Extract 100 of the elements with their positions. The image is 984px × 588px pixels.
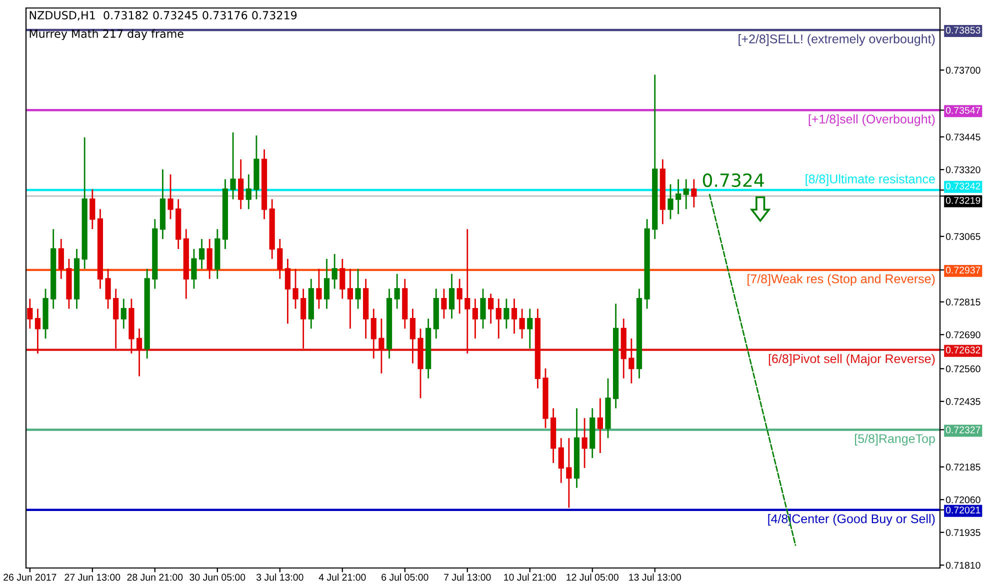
candlestick <box>105 268 111 310</box>
candlestick <box>332 253 338 290</box>
candlestick <box>284 258 291 324</box>
x-tick-label: 3 Jul 13:00 <box>256 574 304 581</box>
candlestick <box>324 258 330 310</box>
candlestick <box>597 398 603 454</box>
candlestick <box>128 298 134 354</box>
candlestick <box>480 288 486 330</box>
candlestick <box>50 228 56 310</box>
candlestick <box>183 228 189 300</box>
candlestick <box>636 288 642 380</box>
candlestick <box>628 338 634 384</box>
candlestick <box>277 238 283 280</box>
candlestick <box>214 228 220 280</box>
candlestick <box>168 174 174 220</box>
candlestick <box>300 288 306 350</box>
y-tick-label: 0.71935 <box>946 529 980 536</box>
y-tick-label: 0.73065 <box>946 233 980 240</box>
candlestick <box>254 134 260 200</box>
candlestick <box>113 288 119 350</box>
candlestick <box>394 273 400 310</box>
y-tick-label: 0.72060 <box>946 496 980 504</box>
candlestick <box>675 178 682 215</box>
candlestick <box>144 268 150 360</box>
candlestick <box>340 258 346 300</box>
candlestick <box>90 188 96 230</box>
candlestick <box>441 288 447 320</box>
ref-line-label: [+1/8]sell (Overbought) <box>808 114 935 126</box>
y-tick-label: 0.72327 <box>946 426 980 434</box>
candlestick <box>66 258 72 310</box>
candlestick <box>464 228 470 354</box>
candlestick <box>74 248 80 310</box>
chart-title: NZDUSD,H1 0.73182 0.73245 0.73176 0.73219 <box>30 10 297 21</box>
candlestick <box>410 308 416 364</box>
candlestick <box>120 298 126 330</box>
candlestick <box>574 408 580 489</box>
y-tick-label: 0.73853 <box>946 26 980 34</box>
candlestick <box>668 184 674 220</box>
candlestick <box>519 308 525 340</box>
candlestick <box>542 368 548 429</box>
candlestick <box>27 298 33 330</box>
candlestick <box>198 238 205 270</box>
y-tick-label: 0.73219 <box>946 196 980 204</box>
x-tick-label: 13 Jul 13:00 <box>629 574 681 581</box>
y-tick-label: 0.72185 <box>946 464 980 471</box>
candlestick <box>683 178 689 210</box>
candlestick <box>620 318 626 380</box>
candlestick <box>418 328 424 399</box>
candlestick <box>97 208 104 290</box>
y-tick-label: 0.73242 <box>946 182 980 190</box>
x-tick-label: 30 Jun 05:00 <box>190 574 246 581</box>
x-tick-label: 12 Jul 05:00 <box>566 574 618 581</box>
x-tick-label: 6 Jul 05:00 <box>382 574 428 581</box>
y-tick-label: 0.72815 <box>946 298 980 306</box>
candlestick <box>660 158 666 225</box>
candlestick <box>292 268 298 310</box>
x-tick-label: 27 Jun 13:00 <box>64 574 120 581</box>
candlestick <box>261 148 268 220</box>
candlestick <box>160 168 166 240</box>
annotation: 0.7324 <box>702 173 764 188</box>
candlestick <box>590 408 596 459</box>
candlestick <box>472 298 478 340</box>
candlestick <box>152 218 158 290</box>
candlestick <box>378 318 384 374</box>
candlestick <box>644 218 650 310</box>
candlestick <box>496 298 502 340</box>
y-tick-label: 0.73445 <box>946 134 980 140</box>
candlestick <box>582 417 588 469</box>
ref-line-label: [+2/8]SELL! (extremely overbought) <box>738 34 935 46</box>
text: Murrey Math 217 day frame <box>30 29 184 40</box>
candlestick <box>402 278 408 330</box>
ref-line-label: [7/8]Weak res (Stop and Reverse) <box>748 274 935 286</box>
candlestick <box>82 136 88 270</box>
x-tick-label: 4 Jul 21:00 <box>318 574 366 581</box>
ref-line-label: [8/8]Ultimate resistance <box>806 174 935 186</box>
y-tick-label: 0.72560 <box>946 365 980 372</box>
candlestick <box>386 288 392 360</box>
candlestick <box>511 298 518 334</box>
candlestick <box>566 437 572 508</box>
candlestick <box>691 178 697 208</box>
candlestick <box>488 293 494 324</box>
candlestick <box>222 178 228 250</box>
x-tick-label: 28 Jun 21:00 <box>127 574 183 581</box>
candlestick <box>316 268 322 310</box>
candlestick <box>534 308 540 390</box>
y-tick-label: 0.73700 <box>946 66 980 74</box>
candlestick <box>34 308 41 354</box>
candlestick <box>308 278 314 330</box>
candlestick <box>363 278 369 340</box>
candlestick <box>42 288 48 340</box>
candlestick <box>355 268 361 310</box>
y-tick-label: 0.72435 <box>946 398 980 406</box>
candlestick <box>269 198 275 260</box>
y-tick-label: 0.72632 <box>946 346 980 354</box>
candlestick <box>347 268 353 330</box>
candlestick <box>176 198 182 250</box>
candlestick <box>456 278 462 314</box>
candlestick <box>426 318 432 380</box>
candlestick <box>448 273 455 320</box>
x-tick-label: 26 Jun 2017 <box>4 574 56 581</box>
